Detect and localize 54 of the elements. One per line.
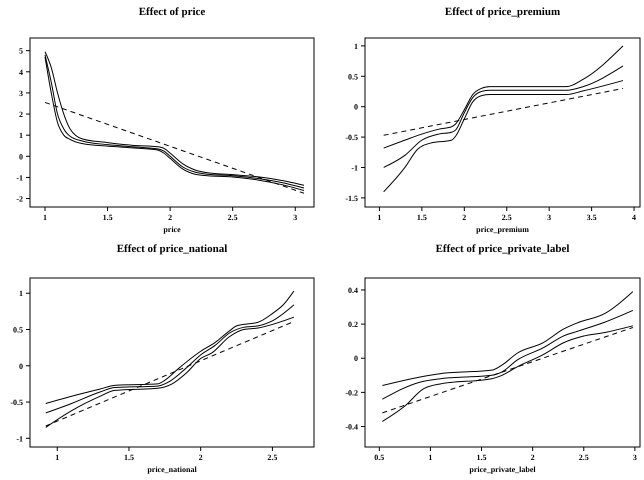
- y-tick-label: -2: [16, 194, 23, 204]
- x-tick-label: 1.5: [416, 213, 427, 222]
- x-tick-label: 0.5: [374, 453, 384, 462]
- chart-title: Effect of price_national: [116, 243, 228, 255]
- x-axis-title: price: [163, 225, 182, 234]
- y-tick-label: 0.2: [348, 320, 358, 330]
- chart-title: Effect of price_premium: [444, 6, 560, 18]
- y-tick-label: 0.4: [348, 286, 358, 295]
- x-tick-label: 1.5: [476, 453, 487, 462]
- x-tick-label: 3: [632, 453, 637, 462]
- y-tick-label: -0.5: [10, 398, 23, 408]
- x-tick-label: 2: [198, 453, 203, 462]
- y-tick-label: -1.5: [345, 194, 358, 203]
- y-tick-label: 0.5: [348, 72, 358, 82]
- x-tick-label: 2.5: [502, 213, 512, 222]
- y-tick-label: 0: [19, 152, 23, 162]
- x-axis-title: price_national: [147, 465, 198, 474]
- y-tick-label: 1: [354, 42, 358, 51]
- x-tick-label: 3: [547, 213, 552, 222]
- x-tick-label: 2.5: [267, 453, 278, 462]
- y-tick-label: 0: [354, 354, 358, 364]
- x-tick-label: 2.5: [578, 453, 589, 462]
- y-tick-label: 4: [19, 68, 23, 77]
- x-tick-label: 1.5: [124, 453, 134, 462]
- y-tick-label: -1: [16, 434, 23, 444]
- x-tick-label: 1: [428, 453, 432, 462]
- x-tick-label: 2: [462, 213, 466, 222]
- x-tick-label: 3.5: [586, 213, 597, 222]
- chart-title: Effect of price: [138, 6, 206, 18]
- chart-title: Effect of price_private_label: [436, 243, 570, 255]
- x-tick-label: 4: [632, 213, 636, 222]
- y-tick-label: -1: [16, 173, 23, 182]
- x-axis-title: price_premium: [476, 225, 530, 234]
- y-tick-label: 0: [354, 102, 358, 112]
- x-tick-label: 1: [377, 213, 382, 222]
- y-tick-label: 0: [19, 362, 23, 371]
- x-tick-label: 2.5: [228, 213, 238, 222]
- x-tick-label: 3: [293, 213, 298, 222]
- y-tick-label: -0.5: [345, 133, 358, 142]
- y-tick-label: -1: [351, 163, 358, 172]
- y-tick-label: -0.2: [345, 388, 358, 398]
- x-tick-label: 1: [43, 213, 48, 222]
- y-tick-label: 0.5: [13, 326, 23, 334]
- x-tick-label: 2: [530, 453, 535, 462]
- x-axis-title: price_private_label: [469, 465, 536, 474]
- y-tick-label: 2: [19, 110, 23, 120]
- x-tick-label: 1: [55, 453, 60, 462]
- y-tick-label: 1: [19, 289, 23, 298]
- y-tick-label: 1: [19, 131, 23, 140]
- y-tick-label: -0.4: [345, 422, 358, 432]
- y-tick-label: 3: [19, 88, 23, 98]
- x-tick-label: 2: [168, 213, 172, 222]
- x-tick-label: 1.5: [102, 213, 113, 222]
- y-tick-label: 5: [19, 46, 23, 56]
